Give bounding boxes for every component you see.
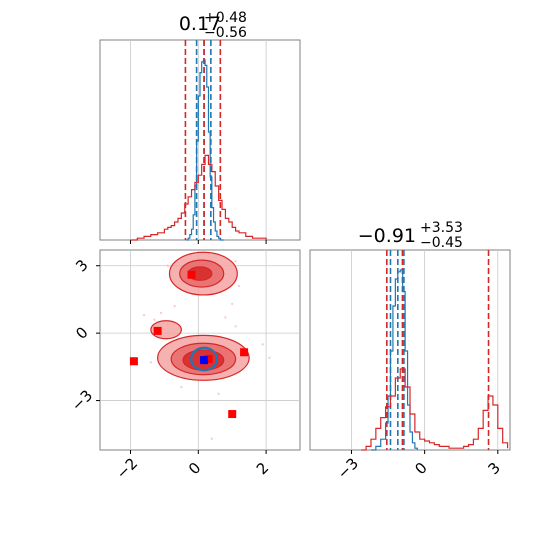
histogram-y-title-sup: +3.53 xyxy=(420,220,463,236)
joint-sample-point xyxy=(234,260,237,263)
joint-contour-blue xyxy=(190,346,219,372)
joint-contours xyxy=(150,251,250,381)
histogram-x-grid xyxy=(130,40,267,244)
histogram-y-quantiles xyxy=(386,250,490,450)
histogram-x-frame xyxy=(99,39,301,241)
joint-sample-point xyxy=(166,264,169,267)
joint-sample-point xyxy=(268,356,271,360)
joint-x-tick-label: −2 xyxy=(113,454,141,482)
histogram-x-series xyxy=(130,59,267,241)
joint-frame xyxy=(99,249,301,451)
joint-grid xyxy=(100,250,300,450)
joint-sample-point xyxy=(173,304,176,308)
joint-point-red xyxy=(228,410,237,419)
joint-sample-point xyxy=(237,284,241,288)
joint-sample-point xyxy=(234,325,237,328)
histogram-y-series-blue xyxy=(370,269,418,451)
histogram-x-title-sup: +0.48 xyxy=(204,10,247,26)
joint-sample-point xyxy=(159,311,163,315)
histogram-x-quantiles xyxy=(184,40,222,240)
joint-y-tick-label: 3 xyxy=(72,256,91,275)
histogram-y-panel: −3 0 3 −0.91 +3.53 −0.45 xyxy=(309,220,511,483)
histogram-x-series-blue xyxy=(186,59,224,241)
histogram-y-grid xyxy=(351,250,499,450)
histogram-y-title-value: −0.91 xyxy=(358,225,416,247)
histogram-y-tick-label: 3 xyxy=(485,459,504,478)
joint-point-red xyxy=(153,326,162,335)
joint-point-red xyxy=(129,357,138,366)
joint-x-ticks: −2 0 2 xyxy=(113,450,272,483)
joint-point-red xyxy=(240,348,249,357)
joint-y-tick-label: −3 xyxy=(68,386,96,414)
joint-point-red xyxy=(204,354,213,363)
joint-x-tick-label: 2 xyxy=(253,459,272,478)
histogram-y-series-red xyxy=(361,368,509,451)
joint-sample-point xyxy=(210,437,214,440)
joint-sample-point xyxy=(224,316,227,319)
joint-sample-point xyxy=(217,392,220,396)
histogram-x-title: 0.17 xyxy=(179,13,221,35)
joint-point-blue xyxy=(200,356,209,365)
joint-panel: −2 0 2 3 0 −3 xyxy=(68,249,301,483)
histogram-x-panel: 0.17 +0.48 −0.56 xyxy=(99,10,301,244)
histogram-x-title-sub: −0.56 xyxy=(204,25,247,41)
histogram-y-tick-label: −3 xyxy=(334,454,362,482)
joint-sample-point xyxy=(153,318,156,321)
histogram-x-series-red xyxy=(130,154,267,241)
histogram-y-x-ticks: −3 0 3 xyxy=(334,450,504,483)
histogram-y-tick-label: 0 xyxy=(411,459,430,478)
histogram-y-frame xyxy=(309,249,511,451)
histogram-x-title-value: 0.17 xyxy=(179,13,221,35)
joint-x-tick-label: 0 xyxy=(185,459,204,478)
histogram-y-series xyxy=(361,269,509,451)
joint-sample-point xyxy=(149,361,153,364)
joint-sample-point xyxy=(231,302,234,306)
joint-y-ticks: 3 0 −3 xyxy=(68,256,100,415)
histogram-y-title-sub: −0.45 xyxy=(420,235,463,251)
joint-sample-point xyxy=(142,313,146,317)
joint-sample-point xyxy=(180,385,183,389)
joint-point-red xyxy=(187,270,196,279)
joint-sample-point xyxy=(261,343,264,346)
joint-y-tick-label: 0 xyxy=(72,323,91,342)
joint-points xyxy=(129,270,249,419)
